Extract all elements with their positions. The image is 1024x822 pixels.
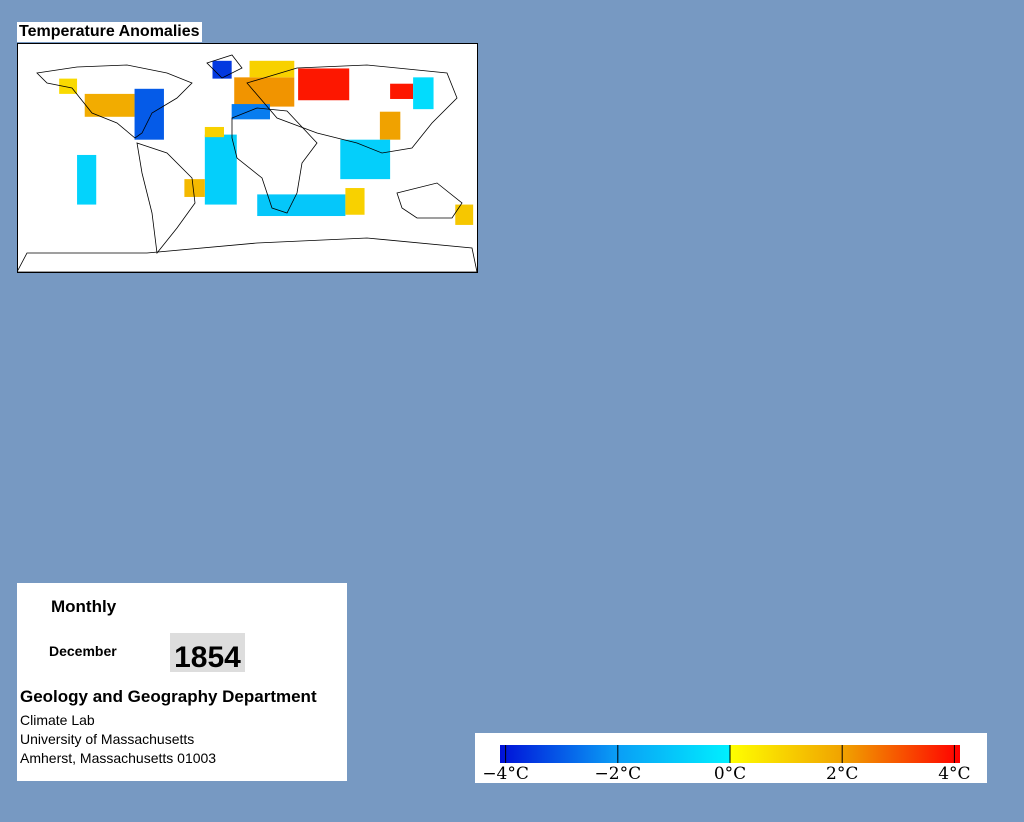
colorbar-tick-label: 0°C: [714, 764, 746, 783]
anomaly-cell: [340, 139, 391, 180]
anomaly-cell: [298, 68, 350, 101]
anomaly-cell: [231, 104, 270, 120]
colorbar: −4°C −2°C 0°C 2°C 4°C: [475, 733, 987, 783]
period: Monthly: [51, 597, 117, 616]
anomaly-cell: [59, 78, 78, 94]
anomaly-cell: [77, 154, 97, 205]
anomaly-cell: [455, 204, 474, 225]
info-panel: Monthly December 1854 Geology and Geogra…: [17, 583, 347, 781]
colorbar-tick-label: −4°C: [482, 764, 529, 783]
anomaly-cell: [390, 83, 414, 99]
anomaly-cell: [257, 194, 346, 217]
month: December: [49, 643, 117, 659]
anomaly-cell: [234, 77, 295, 107]
map: [17, 43, 478, 273]
anomaly-cell: [134, 88, 164, 140]
map-title: Temperature Anomalies: [17, 22, 202, 42]
year: 1854: [170, 633, 245, 674]
department: Geology and Geography Department: [20, 687, 317, 706]
anomaly-cell: [413, 77, 434, 110]
info-line: University of Massachusetts: [20, 731, 195, 747]
anomaly-cell: [204, 134, 237, 205]
info-line: Climate Lab: [20, 712, 95, 728]
anomaly-cell: [249, 60, 295, 78]
coastlines: [17, 54, 478, 273]
anomaly-cell: [204, 126, 224, 138]
anomaly-cell: [345, 188, 365, 215]
anomaly-cell: [184, 179, 205, 197]
anomaly-cell: [379, 111, 401, 140]
info-line: Amherst, Massachusetts 01003: [20, 750, 217, 766]
anomaly-cell: [84, 93, 135, 117]
anomaly-cell: [212, 60, 232, 79]
colorbar-tick-label: 2°C: [826, 764, 858, 783]
colorbar-tick-label: 4°C: [938, 764, 970, 783]
colorbar-tick-label: −2°C: [595, 764, 642, 783]
